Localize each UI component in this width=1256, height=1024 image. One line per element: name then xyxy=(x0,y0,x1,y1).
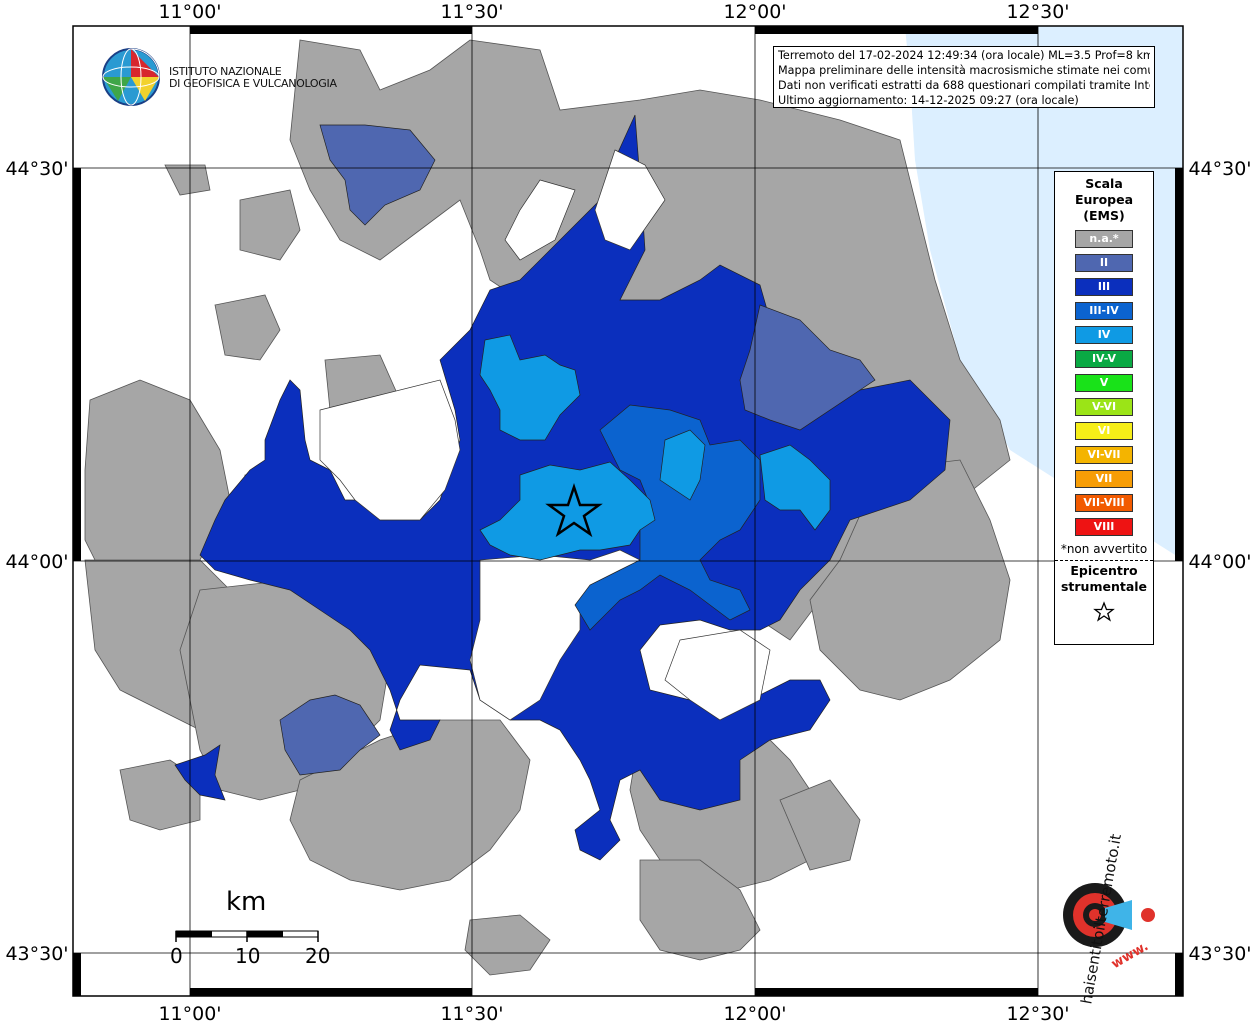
ems4-regions xyxy=(479,334,831,561)
legend-title-line: Scala xyxy=(1085,176,1123,191)
lon-label-bottom: 11°00' xyxy=(158,1003,221,1024)
legend-swatch: VI-VII xyxy=(1075,446,1133,464)
legend-epicenter-label: Epicentro strumentale xyxy=(1055,563,1153,595)
legend-swatch: II xyxy=(1075,254,1133,272)
lat-label-left: 44°00' xyxy=(5,551,68,573)
legend-title-line: Europea xyxy=(1074,192,1134,207)
legend-swatch: IV xyxy=(1075,326,1133,344)
lon-label-bottom: 11°30' xyxy=(440,1003,503,1024)
lat-label-left: 43°30' xyxy=(5,943,68,965)
legend-swatch: III xyxy=(1075,278,1133,296)
legend-swatch: n.a.* xyxy=(1075,230,1133,248)
lon-label-bottom: 12°30' xyxy=(1006,1003,1069,1024)
event-info-line: Mappa preliminare delle intensità macros… xyxy=(778,64,1150,77)
scale-bar-tick: 20 xyxy=(305,944,331,968)
scale-bar-tick: 10 xyxy=(235,944,261,968)
no-report-areas xyxy=(319,149,771,721)
ems2-regions xyxy=(279,124,876,776)
legend-title: Scala Europea (EMS) xyxy=(1055,176,1153,224)
ingv-logo-text: ISTITUTO NAZIONALE DI GEOFISICA E VULCAN… xyxy=(169,66,337,90)
event-info-line: Dati non verificati estratti da 688 ques… xyxy=(778,79,1150,92)
legend-swatch: V xyxy=(1075,374,1133,392)
scale-bar xyxy=(175,930,319,942)
legend-epicenter-line: strumentale xyxy=(1060,579,1148,594)
lat-label-right: 44°30' xyxy=(1188,158,1251,180)
legend-swatches: n.a.* II III III-IV IV IV-V V V-VI VI VI-VII VII VI… xyxy=(1055,230,1153,536)
scale-bar-unit: km xyxy=(226,887,267,917)
legend-epicenter-line: Epicentro xyxy=(1070,563,1138,578)
legend-swatch: IV-V xyxy=(1075,350,1133,368)
hsit-logo-icon xyxy=(1063,883,1155,947)
event-info-box: Terremoto del 17-02-2024 12:49:34 (ora l… xyxy=(773,46,1155,108)
scale-bar-tick: 0 xyxy=(170,944,183,968)
legend-swatch: VII xyxy=(1075,470,1133,488)
frame-ticks xyxy=(73,26,1183,996)
event-info-line: Ultimo aggiornamento: 14-12-2025 09:27 (… xyxy=(778,94,1079,107)
event-info-line: Terremoto del 17-02-2024 12:49:34 (ora l… xyxy=(778,49,1150,62)
lat-label-right: 43°30' xyxy=(1188,943,1251,965)
lon-label-top: 11°00' xyxy=(158,1,221,23)
lon-label-top: 11°30' xyxy=(440,1,503,23)
legend-swatch: VIII xyxy=(1075,518,1133,536)
legend-title-line: (EMS) xyxy=(1083,208,1125,223)
lat-label-right: 44°00' xyxy=(1188,551,1251,573)
legend-note: *non avvertito xyxy=(1060,542,1148,556)
lon-label-top: 12°00' xyxy=(723,1,786,23)
lon-label-bottom: 12°00' xyxy=(723,1003,786,1024)
legend-swatch: III-IV xyxy=(1075,302,1133,320)
legend-swatch: VI xyxy=(1075,422,1133,440)
ingv-line2: DI GEOFISICA E VULCANOLOGIA xyxy=(169,77,337,90)
ingv-line1: ISTITUTO NAZIONALE xyxy=(169,65,282,78)
lat-label-left: 44°30' xyxy=(5,158,68,180)
lon-label-top: 12°30' xyxy=(1006,1,1069,23)
star-outline-icon xyxy=(1093,601,1115,622)
ingv-logo-icon xyxy=(102,48,160,106)
graticule xyxy=(73,26,1183,996)
legend-swatch: VII-VIII xyxy=(1075,494,1133,512)
ems34-regions xyxy=(574,404,761,631)
epicenter-star-icon xyxy=(545,483,603,538)
legend-swatch: V-VI xyxy=(1075,398,1133,416)
ems-legend: Scala Europea (EMS) n.a.* II III III-IV IV IV… xyxy=(1054,171,1154,645)
